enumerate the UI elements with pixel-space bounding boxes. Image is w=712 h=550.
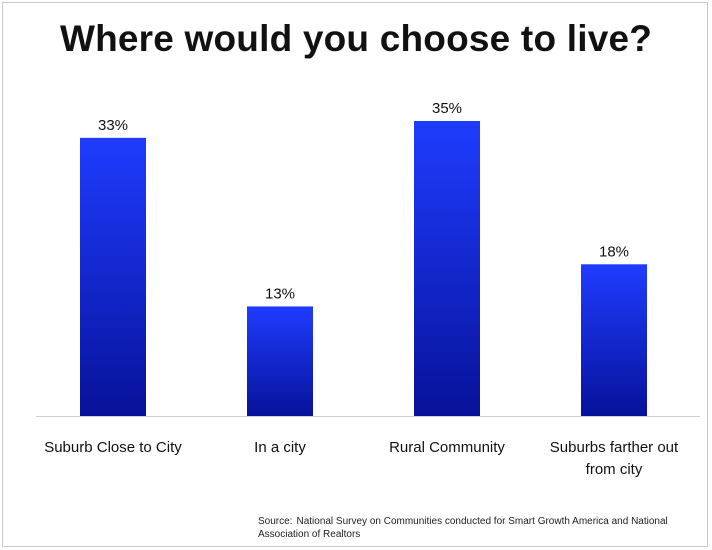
source-text: National Survey on Communities conducted…: [258, 516, 668, 540]
category-label: In a city: [254, 439, 306, 456]
chart-title: Where would you choose to live?: [59, 18, 653, 59]
bar: [80, 137, 146, 416]
category-label: Suburbs farther out from city: [550, 439, 679, 478]
category-label: Suburb Close to City: [44, 439, 182, 456]
data-label: 33%: [98, 117, 128, 134]
bar: [581, 264, 647, 416]
data-label: 18%: [599, 243, 629, 260]
data-label: 35%: [432, 100, 462, 117]
source-note: Source: National Survey on Communities co…: [258, 515, 698, 541]
bar: [247, 306, 313, 416]
data-label: 13%: [265, 285, 295, 302]
source-prefix: Source:: [258, 516, 293, 527]
bar: [414, 121, 480, 416]
category-label: Rural Community: [389, 439, 505, 456]
